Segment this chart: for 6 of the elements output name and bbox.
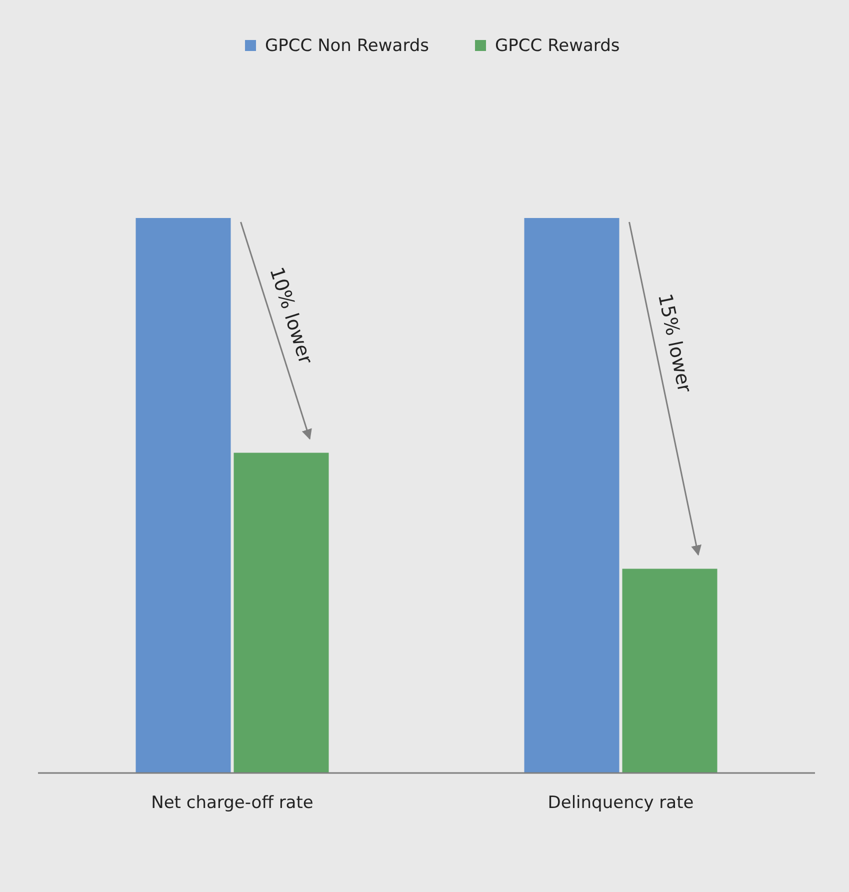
- annotation: 15% lower: [654, 292, 696, 395]
- legend-label: GPCC Non Rewards: [265, 36, 430, 56]
- x-tick-label: Delinquency rate: [548, 793, 694, 813]
- annotation: 10% lower: [265, 264, 317, 367]
- legend-label: GPCC Rewards: [495, 36, 620, 56]
- x-tick-label: Net charge-off rate: [151, 793, 314, 813]
